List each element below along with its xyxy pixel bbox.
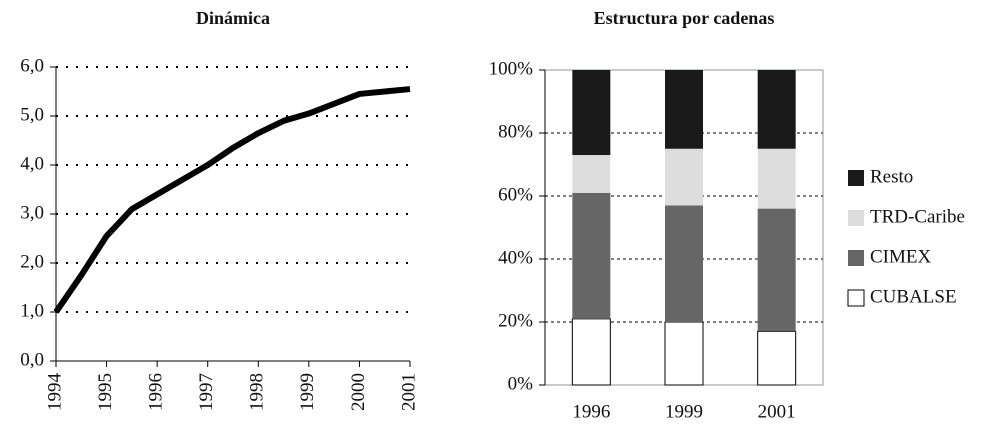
y-tick-label: 80%	[498, 121, 533, 142]
bar-segment	[665, 148, 703, 206]
x-tick-label: 2001	[758, 401, 796, 422]
bar-segment	[572, 70, 611, 156]
y-tick-label: 60%	[498, 184, 533, 205]
x-tick-label: 1999	[665, 401, 703, 422]
bar-segment	[572, 192, 611, 319]
legend-label: CUBALSE	[870, 286, 957, 307]
x-tick-label: 2000	[348, 373, 369, 411]
x-tick-label: 1997	[196, 373, 217, 411]
legend-swatch	[847, 289, 865, 307]
bar-segment	[665, 205, 703, 322]
y-tick-label: 0%	[508, 373, 534, 394]
y-tick-label: 20%	[498, 310, 533, 331]
x-tick-label: 1994	[44, 373, 65, 412]
y-tick-label: 4,0	[20, 153, 44, 174]
y-tick-label: 6,0	[20, 55, 44, 76]
chart-title: Estructura por cadenas	[594, 8, 775, 28]
x-tick-label: 1999	[297, 373, 318, 411]
bar-segment	[757, 148, 796, 209]
bar-segment	[571, 318, 611, 386]
legend-label: Resto	[870, 166, 913, 187]
y-tick-label: 40%	[498, 247, 533, 268]
y-tick-label: 100%	[489, 58, 534, 79]
x-tick-label: 1998	[247, 373, 268, 411]
legend-swatch	[848, 250, 864, 266]
legend-swatch	[848, 210, 864, 226]
y-tick-label: 5,0	[20, 104, 44, 125]
y-tick-label: 1,0	[20, 300, 44, 321]
x-tick-label: 1996	[146, 373, 167, 411]
legend-label: TRD-Caribe	[870, 206, 965, 227]
y-tick-label: 3,0	[20, 202, 44, 223]
legend-label: CIMEX	[870, 246, 932, 267]
bar-segment	[757, 330, 797, 386]
bar-segment	[665, 70, 703, 149]
x-tick-label: 2001	[398, 373, 419, 411]
y-tick-label: 0,0	[20, 349, 44, 370]
y-tick-label: 2,0	[20, 251, 44, 272]
chart-title: Dinámica	[196, 8, 270, 28]
bar-segment	[757, 208, 796, 332]
bar-segment	[664, 321, 704, 386]
x-tick-label: 1995	[95, 373, 116, 411]
bar-segment	[572, 155, 611, 193]
legend-swatch	[848, 170, 864, 186]
bar-segment	[757, 70, 796, 149]
data-line	[53, 86, 411, 314]
x-tick-label: 1996	[572, 401, 610, 422]
